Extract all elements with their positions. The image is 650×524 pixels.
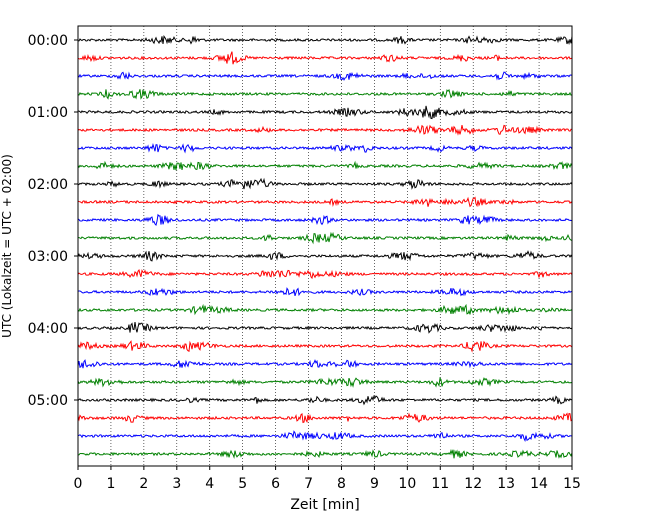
trace-0215 <box>77 196 573 208</box>
x-tick-label: 8 <box>337 476 346 492</box>
x-tick-label: 7 <box>304 476 313 492</box>
x-tick-label: 15 <box>563 476 581 492</box>
x-tick-label: 12 <box>464 476 482 492</box>
y-axis-ticks: 00:00 01:00 02:00 03:00 04:00 05:00 <box>28 33 78 409</box>
x-tick-label: 0 <box>74 476 83 492</box>
trace-0445 <box>77 376 573 388</box>
x-tick-label: 1 <box>106 476 115 492</box>
trace-0145 <box>77 160 573 171</box>
trace-0500 <box>77 394 573 406</box>
trace-0400 <box>77 321 573 334</box>
x-tick-label: 11 <box>431 476 449 492</box>
y-tick-label: 03:00 <box>28 249 68 265</box>
trace-0200 <box>77 177 573 190</box>
x-tick-label: 5 <box>238 476 247 492</box>
trace-0000 <box>77 34 573 46</box>
x-tick-label: 2 <box>139 476 148 492</box>
x-tick-label: 14 <box>530 476 548 492</box>
x-axis-ticks: 0 1 2 3 4 5 6 7 8 9 10 11 12 13 14 15 <box>74 466 581 492</box>
trace-0545 <box>77 448 573 460</box>
trace-0130 <box>77 142 573 154</box>
trace-0245 <box>77 231 573 245</box>
trace-0030 <box>77 71 573 81</box>
y-axis-label: UTC (Lokalzeit = UTC + 02:00) <box>0 154 14 338</box>
trace-0015 <box>77 51 573 65</box>
trace-0045 <box>77 88 573 100</box>
x-tick-label: 3 <box>172 476 181 492</box>
y-tick-label: 02:00 <box>28 177 68 193</box>
trace-0315 <box>77 269 573 280</box>
x-tick-label: 4 <box>205 476 214 492</box>
seismogram-traces <box>77 34 573 460</box>
y-tick-label: 00:00 <box>28 33 68 49</box>
y-tick-label: 04:00 <box>28 321 68 337</box>
y-tick-label: 05:00 <box>28 393 68 409</box>
trace-0115 <box>77 124 573 136</box>
x-tick-label: 10 <box>398 476 416 492</box>
plot-frame <box>77 25 573 467</box>
trace-0300 <box>77 250 573 262</box>
trace-0415 <box>77 340 573 353</box>
y-tick-label: 01:00 <box>28 105 68 121</box>
trace-0515 <box>77 412 573 424</box>
grid-lines <box>110 26 540 466</box>
trace-0100 <box>77 105 573 120</box>
trace-0230 <box>77 213 573 226</box>
trace-0345 <box>77 303 573 316</box>
trace-0330 <box>77 287 573 297</box>
x-tick-label: 6 <box>271 476 280 492</box>
trace-0430 <box>77 359 573 369</box>
x-tick-label: 13 <box>497 476 515 492</box>
x-tick-label: 9 <box>370 476 379 492</box>
x-axis-label: Zeit [min] <box>290 497 359 513</box>
trace-0530 <box>77 430 573 442</box>
